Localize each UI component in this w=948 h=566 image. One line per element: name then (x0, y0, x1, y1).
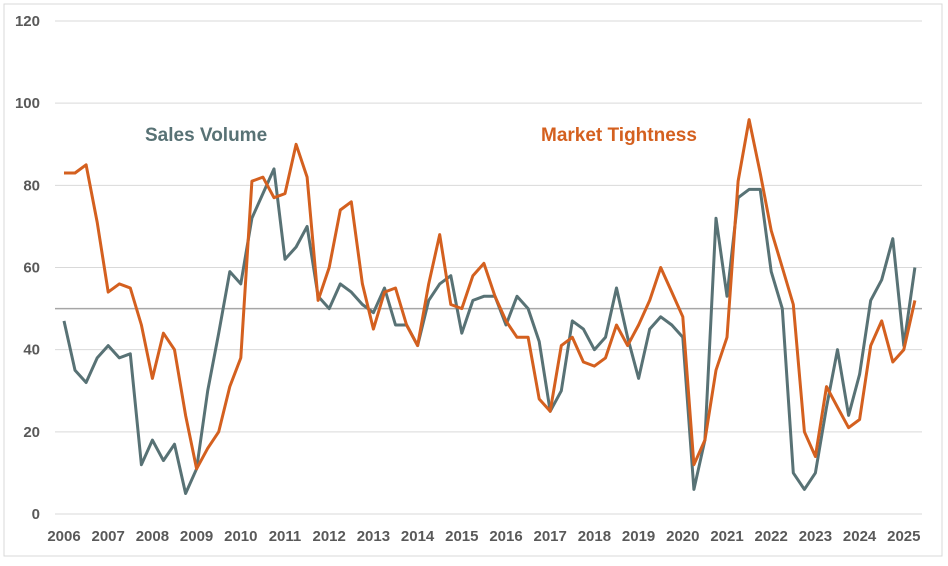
x-tick-label: 2010 (224, 528, 257, 545)
x-tick-label: 2007 (92, 528, 125, 545)
x-tick-label: 2023 (799, 528, 832, 545)
x-tick-label: 2017 (534, 528, 567, 545)
legend-market-tightness: Market Tightness (541, 125, 697, 146)
y-tick-label: 120 (15, 13, 40, 30)
x-tick-label: 2012 (313, 528, 346, 545)
series-line-sales-volume (62, 167, 917, 495)
x-tick-label: 2019 (622, 528, 655, 545)
x-tick-label: 2024 (843, 528, 877, 545)
x-tick-label: 2022 (755, 528, 788, 545)
y-tick-label: 20 (23, 424, 40, 441)
x-tick-label: 2009 (180, 528, 213, 545)
y-tick-label: 80 (23, 177, 40, 194)
x-tick-label: 2021 (710, 528, 743, 545)
legend-sales-volume: Sales Volume (145, 125, 267, 146)
x-tick-label: 2020 (666, 528, 699, 545)
y-tick-label: 100 (15, 95, 40, 112)
x-tick-label: 2013 (357, 528, 390, 545)
x-tick-label: 2018 (578, 528, 611, 545)
x-tick-label: 2006 (47, 528, 80, 545)
x-tick-label: 2011 (269, 528, 302, 545)
x-tick-label: 2008 (136, 528, 169, 545)
y-tick-label: 40 (23, 342, 40, 359)
x-tick-label: 2016 (489, 528, 522, 545)
x-tick-label: 2015 (445, 528, 478, 545)
y-tick-label: 60 (23, 260, 40, 277)
x-tick-label: 2014 (401, 528, 435, 545)
y-tick-label: 0 (32, 506, 40, 523)
series-line-market-tightness (64, 118, 917, 471)
x-tick-label: 2025 (887, 528, 920, 545)
